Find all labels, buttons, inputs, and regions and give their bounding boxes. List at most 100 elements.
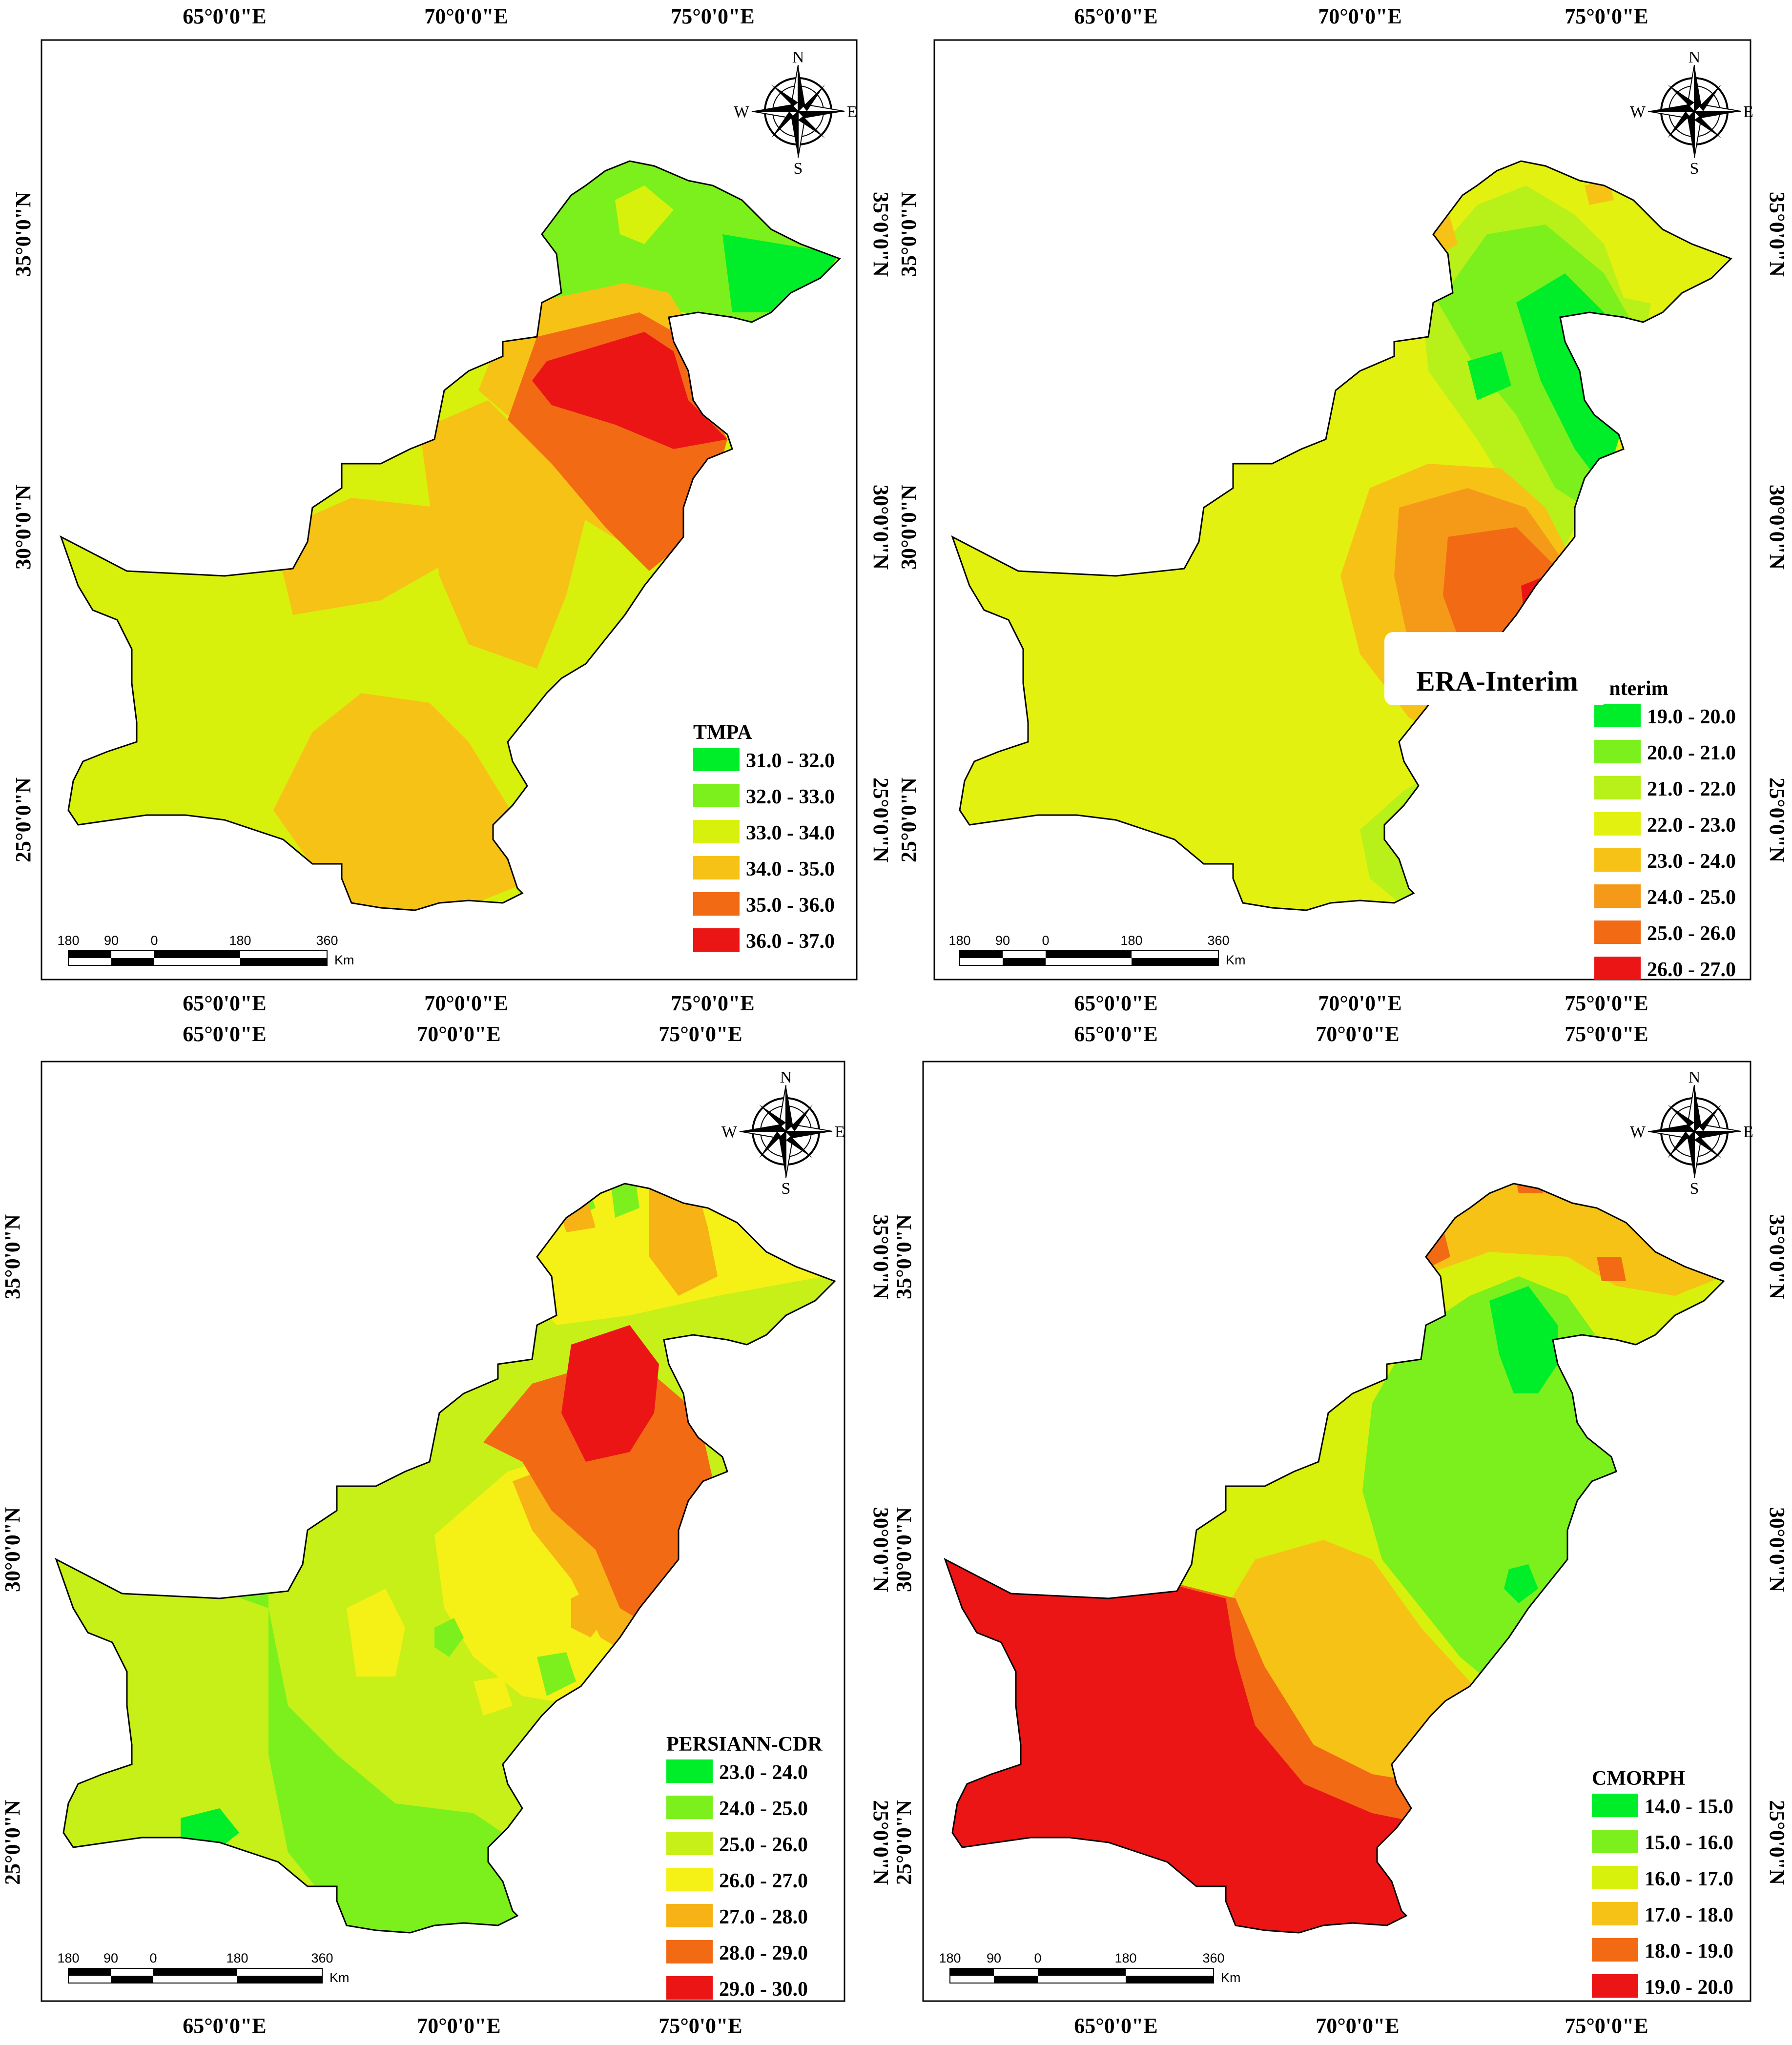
map-frame <box>933 39 1751 981</box>
pakistan-outline <box>60 160 841 911</box>
compass-rose: N S E W <box>1630 1068 1753 1198</box>
legend-swatch <box>666 1904 713 1927</box>
map-persiann-cdr: 65°0'0"E 70°0'0"E 75°0'0"E 65°0'0"E 70°0… <box>0 1022 893 2038</box>
scale-unit: Km <box>1221 1970 1241 1985</box>
legend-swatch <box>693 748 740 771</box>
scale-unit: Km <box>1226 953 1246 967</box>
legend-label: 19.0 - 20.0 <box>1645 1976 1733 1999</box>
lat-label-left-30: 30°0'0"N <box>897 485 921 570</box>
legend-label: 18.0 - 19.0 <box>1645 1940 1733 1963</box>
scale-tick-3: 180 <box>1120 933 1142 948</box>
lat-label-left-35: 35°0'0"N <box>892 1214 916 1299</box>
legend-label: 24.0 - 25.0 <box>719 1798 808 1820</box>
scale-tick-0: 180 <box>939 1951 961 1965</box>
compass-e: E <box>847 103 857 121</box>
lon-label-top-70: 70°0'0"E <box>417 1022 501 1046</box>
lat-label-left-25: 25°0'0"N <box>11 777 35 862</box>
compass-n: N <box>780 1068 792 1086</box>
compass-s: S <box>794 160 803 178</box>
legend-label: 16.0 - 17.0 <box>1645 1868 1733 1890</box>
legend-swatch <box>1594 704 1641 727</box>
legend-label: 36.0 - 37.0 <box>746 930 835 953</box>
legend-swatch <box>666 1868 713 1891</box>
scale-bar: 180 90 0 180 360 Km <box>57 933 354 967</box>
lon-label-bottom-75: 75°0'0"E <box>1565 991 1648 1015</box>
compass-w: W <box>1630 103 1646 121</box>
lon-label-top-75: 75°0'0"E <box>1565 4 1648 28</box>
lat-label-right-30: 30°0'0"N <box>869 1507 893 1592</box>
scale-tick-2: 0 <box>1042 933 1049 948</box>
legend-label: 27.0 - 28.0 <box>719 1906 808 1928</box>
scale-tick-2: 0 <box>149 1951 157 1965</box>
legend-label: 35.0 - 36.0 <box>746 894 835 917</box>
legend-label: 15.0 - 16.0 <box>1645 1832 1733 1854</box>
legend-label: 29.0 - 30.0 <box>719 1978 808 2001</box>
scale-unit: Km <box>334 953 354 967</box>
scale-tick-3: 180 <box>1114 1951 1136 1965</box>
legend-label: 28.0 - 29.0 <box>719 1942 808 1964</box>
lon-label-top-70: 70°0'0"E <box>1318 4 1402 28</box>
map-cmorph: 65°0'0"E 70°0'0"E 75°0'0"E 65°0'0"E 70°0… <box>892 1022 1789 2038</box>
scale-tick-4: 360 <box>1202 1951 1224 1965</box>
lat-label-left-30: 30°0'0"N <box>0 1507 24 1592</box>
legend-swatch <box>693 820 740 843</box>
legend-swatch <box>666 1759 713 1783</box>
panel-era-interim: 65°0'0"E 70°0'0"E 75°0'0"E 65°0'0"E 70°0… <box>896 0 1792 1022</box>
lat-label-right-25: 25°0'0"N <box>869 777 893 862</box>
compass-e: E <box>1743 103 1753 121</box>
legend: PERSIANN-CDR 23.0 - 24.0 24.0 - 25.0 25.0 … <box>666 1733 823 2001</box>
lat-label-right-35: 35°0'0"N <box>869 1214 893 1299</box>
lon-label-bottom-75: 75°0'0"E <box>671 991 755 1015</box>
legend-label: 25.0 - 26.0 <box>1647 922 1736 945</box>
lat-label-left-35: 35°0'0"N <box>897 192 921 277</box>
legend-label: 17.0 - 18.0 <box>1645 1904 1733 1926</box>
scale-unit: Km <box>330 1970 350 1985</box>
legend-swatch <box>1594 776 1641 799</box>
map-frame <box>922 1061 1751 2002</box>
map-tmpa: 65°0'0"E 70°0'0"E 75°0'0"E 65°0'0"E 70°0… <box>11 4 893 1015</box>
legend-swatch <box>666 1796 713 1819</box>
pakistan-outline <box>944 1183 1725 1934</box>
compass-n: N <box>1689 1068 1701 1086</box>
legend-swatch <box>693 928 740 952</box>
legend-label: 24.0 - 25.0 <box>1647 886 1736 909</box>
legend-swatch <box>693 892 740 916</box>
legend-label: 31.0 - 32.0 <box>746 750 835 772</box>
lat-label-right-35: 35°0'0"N <box>869 192 893 277</box>
lon-label-bottom-70: 70°0'0"E <box>417 2014 501 2038</box>
lon-label-bottom-75: 75°0'0"E <box>659 2014 742 2038</box>
legend-label: 26.0 - 27.0 <box>719 1870 808 1892</box>
lon-label-top-65: 65°0'0"E <box>183 4 267 28</box>
scale-tick-4: 360 <box>1207 933 1229 948</box>
legend-label: 34.0 - 35.0 <box>746 858 835 880</box>
scale-tick-1: 90 <box>104 933 119 948</box>
lon-label-top-65: 65°0'0"E <box>1074 4 1158 28</box>
legend-swatch <box>1592 1974 1638 1998</box>
lat-label-right-30: 30°0'0"N <box>869 485 893 570</box>
compass-s: S <box>1690 160 1699 178</box>
lat-label-right-25: 25°0'0"N <box>1765 777 1789 862</box>
pakistan-raster <box>945 1184 1724 1933</box>
lon-label-bottom-65: 65°0'0"E <box>183 2014 267 2038</box>
lat-label-left-35: 35°0'0"N <box>11 192 35 277</box>
legend-swatch <box>666 1832 713 1855</box>
scale-tick-0: 180 <box>57 933 79 948</box>
scale-tick-3: 180 <box>226 1951 248 1965</box>
legend: TMPA 31.0 - 32.0 32.0 - 33.0 33.0 - 34.0 34… <box>693 721 835 953</box>
compass-n: N <box>792 48 804 66</box>
scale-tick-1: 90 <box>995 933 1010 948</box>
compass-rose: N S E W <box>734 48 857 178</box>
overlay-title: ERA-Interim <box>1416 665 1578 697</box>
overlay-title-box: ERA-Interim <box>1384 632 1609 705</box>
lat-label-left-25: 25°0'0"N <box>0 1800 24 1885</box>
lon-label-top-65: 65°0'0"E <box>1074 1022 1158 1046</box>
legend-swatch <box>1592 1830 1638 1853</box>
scale-tick-0: 180 <box>948 933 970 948</box>
legend-swatch <box>1594 812 1641 836</box>
scale-tick-4: 360 <box>311 1951 333 1965</box>
legend-swatch <box>693 784 740 807</box>
legend-label: 19.0 - 20.0 <box>1647 706 1736 728</box>
legend-swatch <box>1594 957 1641 980</box>
legend-swatch <box>1594 884 1641 908</box>
legend-label: 23.0 - 24.0 <box>1647 850 1736 873</box>
